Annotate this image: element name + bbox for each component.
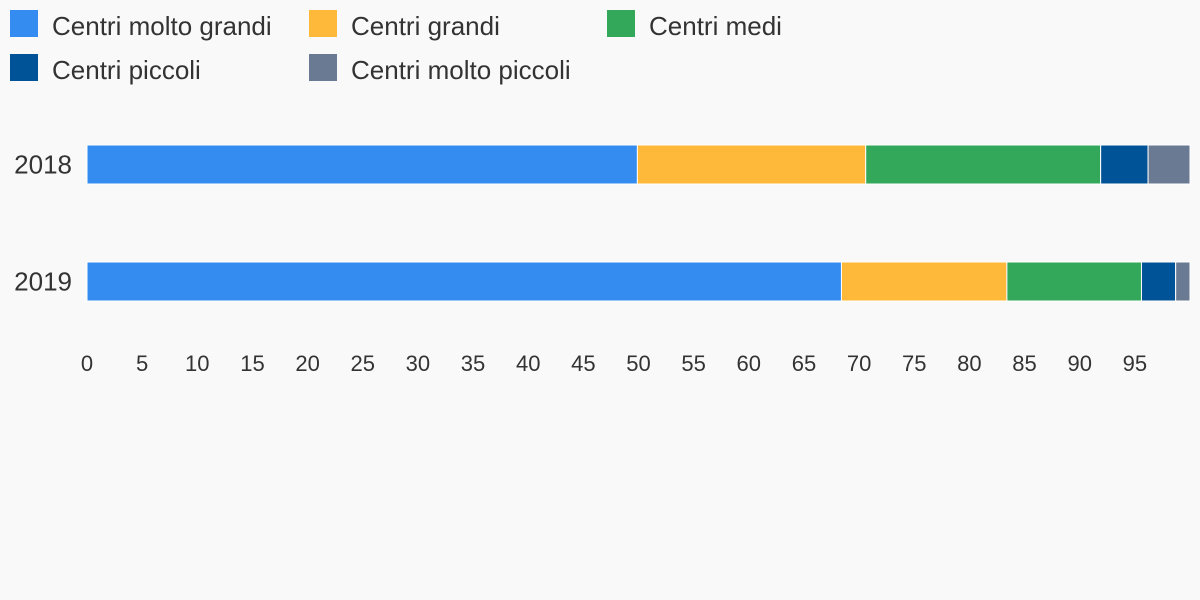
x-tick-label-30: 30	[406, 351, 430, 376]
x-tick-label-40: 40	[516, 351, 540, 376]
chart-legend: Centri molto grandi Centri grandi Centri m…	[10, 10, 782, 85]
bar-2018-centri-medi[interactable]	[865, 144, 1102, 185]
x-tick-label-95: 95	[1123, 351, 1147, 376]
x-tick-label-35: 35	[461, 351, 485, 376]
bar-2018-centri-molto-piccoli[interactable]	[1147, 144, 1191, 185]
bar-2018-centri-grandi[interactable]	[636, 144, 867, 185]
legend-item-centri-medi[interactable]: Centri medi	[607, 10, 782, 41]
legend-item-centri-molto-piccoli[interactable]: Centri molto piccoli	[309, 54, 571, 85]
x-tick-label-70: 70	[847, 351, 871, 376]
legend-swatch	[309, 10, 337, 37]
legend-label: Centri piccoli	[52, 55, 201, 85]
category-label-2019: 2019	[14, 267, 72, 297]
x-tick-label-75: 75	[902, 351, 926, 376]
x-tick-label-85: 85	[1012, 351, 1036, 376]
bar-2019-centri-medi[interactable]	[1006, 261, 1142, 302]
x-tick-label-50: 50	[626, 351, 650, 376]
legend-label: Centri molto grandi	[52, 11, 272, 41]
chart-bars	[86, 144, 1191, 302]
bar-2019-centri-grandi[interactable]	[840, 261, 1008, 302]
x-tick-label-0: 0	[81, 351, 93, 376]
legend-label: Centri grandi	[351, 11, 500, 41]
value-axis: 0 5 10 15 20 25 30 35 40 45 50 55 60 65 70 75 80 85 90 95	[81, 351, 1147, 376]
legend-item-centri-piccoli[interactable]: Centri piccoli	[10, 54, 201, 85]
legend-label: Centri molto piccoli	[351, 55, 571, 85]
x-tick-label-5: 5	[136, 351, 148, 376]
bar-2019-centri-molto-piccoli[interactable]	[1175, 261, 1191, 302]
legend-item-centri-molto-grandi[interactable]: Centri molto grandi	[10, 10, 272, 41]
legend-swatch	[10, 54, 38, 81]
x-tick-label-55: 55	[681, 351, 705, 376]
x-tick-label-20: 20	[295, 351, 319, 376]
bar-2018-centri-molto-grandi[interactable]	[86, 144, 638, 185]
legend-swatch	[309, 54, 337, 81]
x-tick-label-90: 90	[1067, 351, 1091, 376]
x-tick-label-15: 15	[240, 351, 264, 376]
legend-item-centri-grandi[interactable]: Centri grandi	[309, 10, 500, 41]
bar-2019-centri-piccoli[interactable]	[1140, 261, 1177, 302]
x-tick-label-60: 60	[737, 351, 761, 376]
x-tick-label-45: 45	[571, 351, 595, 376]
category-axis: 2018 2019	[14, 150, 72, 297]
legend-swatch	[607, 10, 635, 37]
legend-swatch	[10, 10, 38, 37]
x-tick-label-65: 65	[792, 351, 816, 376]
bar-2018-centri-piccoli[interactable]	[1100, 144, 1149, 185]
x-tick-label-80: 80	[957, 351, 981, 376]
category-label-2018: 2018	[14, 150, 72, 180]
x-tick-label-25: 25	[351, 351, 375, 376]
legend-label: Centri medi	[649, 11, 782, 41]
bar-2019-centri-molto-grandi[interactable]	[86, 261, 842, 302]
x-tick-label-10: 10	[185, 351, 209, 376]
